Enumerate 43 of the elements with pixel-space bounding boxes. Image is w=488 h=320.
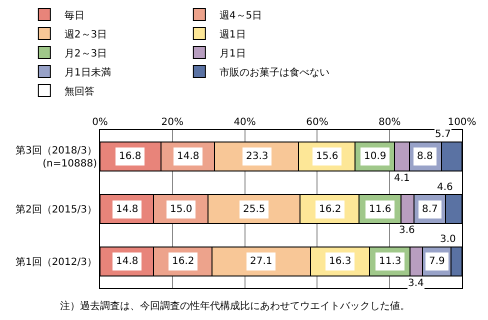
legend-label: 週1日 xyxy=(219,29,246,40)
data-label: 15.6 xyxy=(316,151,338,162)
text: 注）過去調査は、今回調査の性年代構成比にあわせてウエイトバックした値。 xyxy=(60,300,410,312)
data-label: 3.4 xyxy=(408,278,424,289)
x-tick-label: 60% xyxy=(306,117,328,128)
data-label: 14.8 xyxy=(116,256,138,267)
data-label: 10.9 xyxy=(364,151,386,162)
data-label: 11.6 xyxy=(369,204,392,215)
legend-label: 無回答 xyxy=(64,85,94,98)
data-label: 27.1 xyxy=(250,256,272,267)
legend-label: 週4～5日 xyxy=(219,10,262,22)
data-label: 16.8 xyxy=(119,151,142,162)
data-label: 14.8 xyxy=(177,151,200,162)
x-tick-label: 80% xyxy=(378,117,401,128)
data-label: 14.8 xyxy=(116,204,138,215)
data-label: 5.7 xyxy=(435,129,451,140)
data-label: 11.3 xyxy=(379,256,402,267)
data-label: 4.1 xyxy=(394,173,410,184)
data-label: 16.3 xyxy=(329,256,352,267)
y-tick-label: 第1回（2012/3） xyxy=(15,256,97,268)
x-tick-label: 40% xyxy=(234,117,256,128)
data-label: 23.3 xyxy=(246,151,268,162)
legend-label: 月1日 xyxy=(219,48,246,60)
legend-label: 市販のお菓子は食べない xyxy=(219,66,330,78)
legend-label: 月2～3日 xyxy=(64,48,108,60)
data-label: 16.2 xyxy=(172,256,194,267)
data-label: 3.6 xyxy=(399,225,415,236)
data-label: 8.7 xyxy=(422,204,438,215)
x-tick-label: 0% xyxy=(92,117,108,128)
x-tick-label: 20% xyxy=(161,117,184,128)
data-label: 7.9 xyxy=(429,256,445,267)
y-tick-label: 第3回（2018/3） (n=10888) xyxy=(15,144,98,170)
data-label: 4.6 xyxy=(437,182,453,193)
x-tick-label: 100% xyxy=(448,117,476,128)
data-label: 25.5 xyxy=(243,204,266,215)
data-label: 15.0 xyxy=(170,204,192,215)
legend-label: 月1日未満 xyxy=(64,66,111,78)
data-label: 16.2 xyxy=(319,204,342,215)
legend-label: 週2～3日 xyxy=(64,29,108,40)
legend-label: 毎日 xyxy=(64,9,84,22)
y-tick-label: 第2回（2015/3） xyxy=(15,204,97,216)
data-label: 3.0 xyxy=(440,234,456,245)
data-label: 8.8 xyxy=(417,151,433,162)
